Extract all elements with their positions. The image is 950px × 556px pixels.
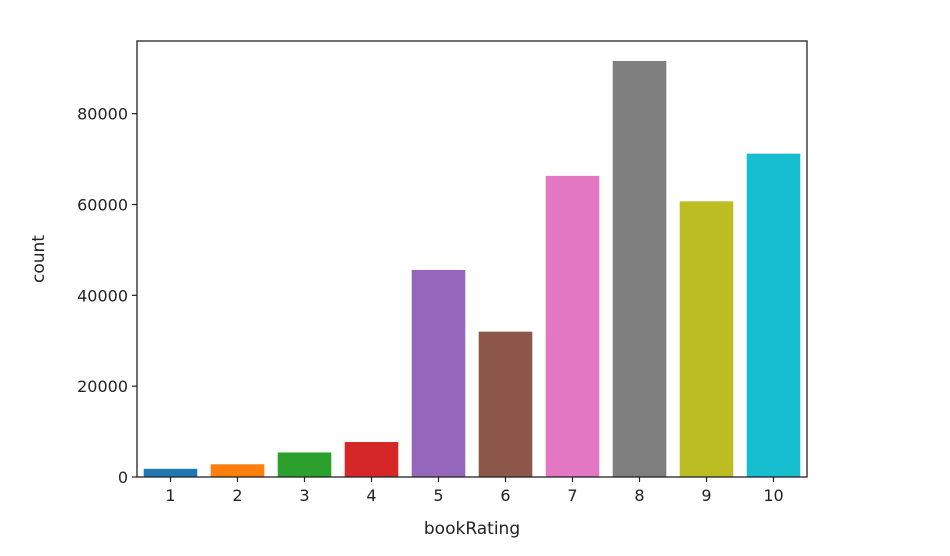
y-tick-label: 0 — [118, 468, 128, 487]
bar-5 — [411, 269, 466, 477]
x-tick-label: 1 — [165, 486, 175, 505]
x-tick-label: 10 — [763, 486, 783, 505]
bar-3 — [277, 452, 332, 477]
bar-10 — [746, 153, 801, 477]
bar-1 — [143, 468, 198, 477]
x-tick-label: 7 — [567, 486, 577, 505]
bars-group — [143, 60, 801, 477]
bar-2 — [210, 464, 265, 477]
x-tick-label: 9 — [701, 486, 711, 505]
x-tick-label: 5 — [433, 486, 443, 505]
x-tick-label: 4 — [366, 486, 376, 505]
y-tick-label: 80000 — [77, 105, 128, 124]
x-tick-label: 3 — [299, 486, 309, 505]
bar-9 — [679, 201, 734, 477]
bar-6 — [478, 331, 533, 477]
y-tick-label: 60000 — [77, 196, 128, 215]
bar-4 — [344, 442, 399, 477]
bar-8 — [612, 60, 667, 477]
x-tick-label: 2 — [232, 486, 242, 505]
x-tick-label: 6 — [500, 486, 510, 505]
y-axis-ticks: 0 20000 40000 60000 80000 — [77, 105, 137, 487]
plot-frame — [136, 40, 808, 478]
x-tick-label: 8 — [634, 486, 644, 505]
bar-7 — [545, 175, 600, 477]
x-axis-label: bookRating — [424, 519, 520, 539]
y-tick-label: 40000 — [77, 286, 128, 305]
x-axis-ticks: 1 2 3 4 5 6 7 8 9 10 — [165, 477, 784, 505]
y-axis-label: count — [29, 235, 49, 283]
y-tick-label: 20000 — [77, 377, 128, 396]
